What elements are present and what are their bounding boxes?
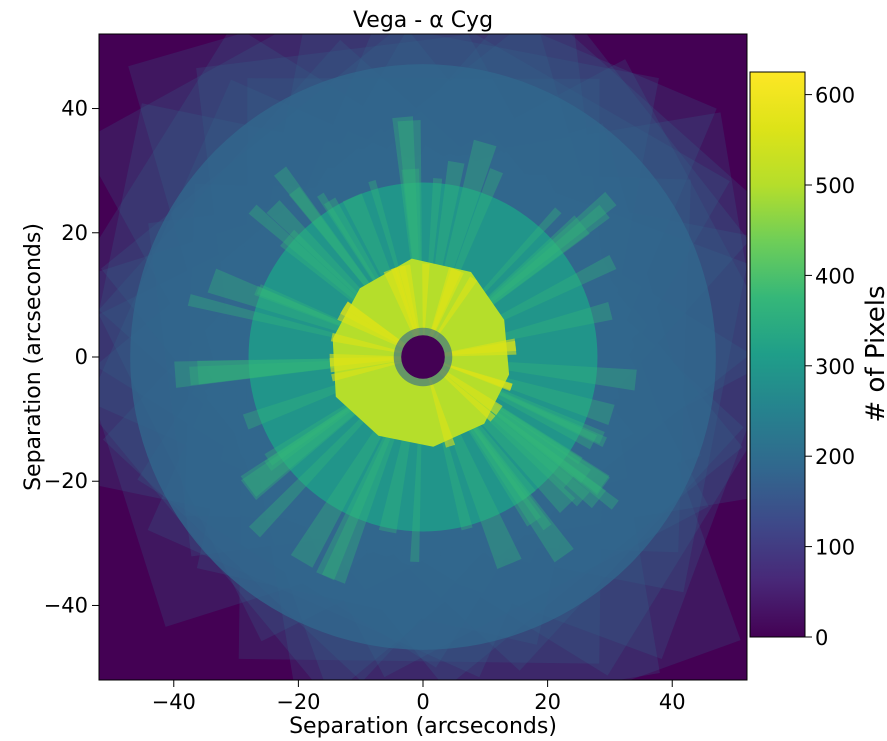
- x-axis: −40 −20 0 20 40: [152, 680, 686, 714]
- colorbar-tick-label: 300: [815, 355, 855, 379]
- x-tick-label: 40: [659, 690, 686, 714]
- x-tick-label: −20: [276, 690, 320, 714]
- y-tick-label: 40: [61, 97, 88, 121]
- colorbar-tick-label: 0: [815, 626, 828, 650]
- colorbar-tick-label: 400: [815, 264, 855, 288]
- y-tick-label: 0: [75, 345, 88, 369]
- y-tick-label: −40: [44, 593, 88, 617]
- y-axis: −40 −20 0 20 40: [44, 97, 99, 617]
- y-tick-label: 20: [61, 221, 88, 245]
- y-axis-label: Separation (arcseconds): [21, 223, 46, 491]
- x-tick-label: 0: [416, 690, 429, 714]
- chart-title: Vega - α Cyg: [353, 8, 493, 33]
- colorbar-tick-label: 500: [815, 174, 855, 198]
- y-tick-label: −20: [44, 469, 88, 493]
- colorbar-frame: [749, 71, 806, 638]
- x-tick-label: −40: [152, 690, 196, 714]
- colorbar-tick-label: 600: [815, 84, 855, 108]
- colorbar: [750, 72, 805, 637]
- colorbar-label: # of Pixels: [861, 285, 887, 422]
- x-tick-label: 20: [534, 690, 561, 714]
- colorbar-tick-label: 100: [815, 536, 855, 560]
- central-mask: [401, 335, 445, 379]
- colorbar-tick-label: 200: [815, 445, 855, 469]
- x-axis-label: Separation (arcseconds): [289, 714, 557, 739]
- heatmap-plot: [99, 34, 747, 680]
- colorbar-axis: 0 100 200 300 400 500 600: [805, 84, 855, 650]
